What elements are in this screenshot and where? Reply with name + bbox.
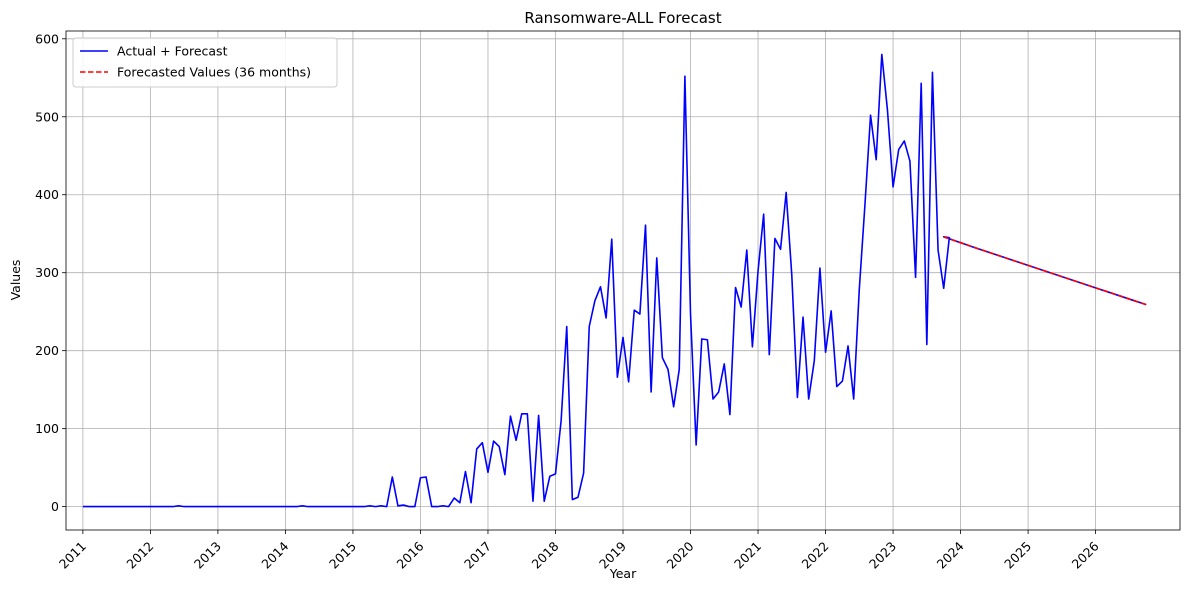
x-tick-label: 2014 [258,538,291,571]
legend-label-forecast: Forecasted Values (36 months) [117,65,311,80]
x-axis: 2011 2012 2013 2014 2015 2016 2017 2018 2019 2020… [56,530,1102,572]
x-tick-label: 2020 [664,538,697,571]
x-tick-label: 2021 [731,539,764,572]
series-line-actual [82,53,1147,508]
chart-title: Ransomware-ALL Forecast [524,9,721,27]
x-tick-label: 2026 [1069,538,1102,571]
y-tick-label: 100 [35,421,59,436]
legend-frame [72,37,338,88]
y-tick-label: 500 [35,109,59,124]
y-tick-label: 400 [35,187,59,202]
y-tick-label: 600 [35,31,59,46]
legend: Actual + Forecast Forecasted Values (36 … [72,37,338,88]
x-tick-label: 2015 [326,539,359,572]
y-axis: 0 100 200 300 400 500 600 [35,31,66,514]
series-lines [82,53,1147,508]
x-tick-label: 2013 [191,539,224,572]
x-tick-label: 2016 [393,538,426,571]
x-tick-label: 2012 [123,539,156,572]
x-axis-label: Year [609,566,637,581]
grid-lines [66,31,1180,530]
x-tick-label: 2024 [934,538,967,571]
y-tick-label: 200 [35,343,59,358]
y-tick-label: 0 [51,499,59,514]
x-tick-label: 2017 [461,539,494,572]
y-axis-label: Values [8,260,23,301]
x-tick-label: 2022 [799,539,832,572]
y-tick-label: 300 [35,265,59,280]
x-tick-label: 2025 [1001,539,1034,572]
x-tick-label: 2023 [866,539,899,572]
legend-label-actual: Actual + Forecast [117,44,228,59]
x-tick-label: 2018 [529,538,562,571]
series-line-forecast [943,236,1147,306]
x-tick-label: 2011 [56,539,89,572]
